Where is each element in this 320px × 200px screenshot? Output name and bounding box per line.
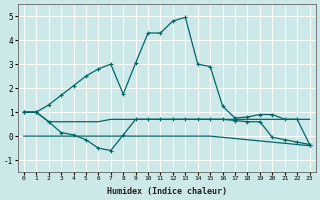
X-axis label: Humidex (Indice chaleur): Humidex (Indice chaleur)	[107, 187, 227, 196]
